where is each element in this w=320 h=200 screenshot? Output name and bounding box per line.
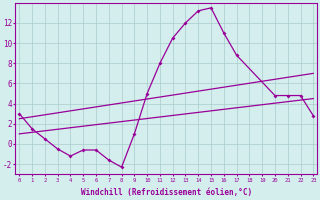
X-axis label: Windchill (Refroidissement éolien,°C): Windchill (Refroidissement éolien,°C) xyxy=(81,188,252,197)
